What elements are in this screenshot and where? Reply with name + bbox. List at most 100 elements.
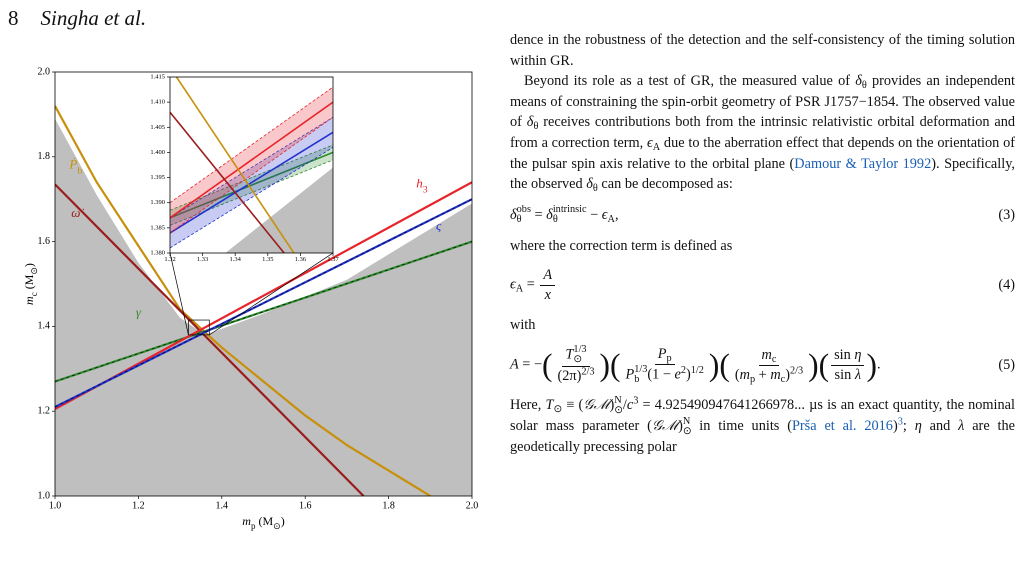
x-tick-label: 1.32: [164, 256, 175, 263]
equation-number: (3): [998, 206, 1015, 223]
math-symbol: T: [565, 346, 574, 363]
fraction: Pp P 1/3 b (1 − e2)1/2: [623, 345, 707, 385]
math-symbol: P: [657, 346, 667, 363]
math-symbol: 2/3: [581, 366, 595, 378]
plot-layer: [55, 105, 472, 496]
paragraph: where the correction term is defined as: [510, 236, 1015, 257]
series-label: Ṗb: [68, 156, 82, 176]
paragraph: dence in the robustness of the detection…: [510, 30, 1015, 71]
x-tick-label: 1.6: [299, 500, 312, 511]
math-symbol: m: [761, 347, 772, 364]
band-edge: [170, 116, 333, 219]
band-edge: [170, 116, 333, 234]
label-part: m: [242, 514, 251, 528]
superscript: intrinsic: [552, 204, 587, 216]
text-run: ): [785, 366, 790, 383]
text-run: Here,: [510, 397, 546, 414]
label-part: b: [77, 165, 82, 176]
numerator: sin η: [831, 346, 865, 366]
text-run: /: [622, 397, 627, 414]
subscript: ⊙: [614, 405, 623, 416]
equation: A = −(T 1/3 ⊙ (2π)2/3)(Pp P 1/3 b (1 − e2)1/2)(…: [510, 344, 1015, 385]
text-run: receives contributions both from the int…: [510, 114, 1016, 151]
y-axis-label: mc (M⊙): [22, 263, 39, 305]
text-run: where the correction term is defined as: [510, 237, 733, 254]
math-symbol: A: [510, 356, 519, 373]
superscript: N: [682, 415, 691, 427]
x-tick-label: 1.34: [230, 256, 242, 263]
numerator: Pp: [654, 345, 675, 365]
label-part: h: [416, 175, 423, 190]
equation-number: (4): [998, 277, 1015, 294]
axes-frame: [169, 76, 334, 254]
text-run: sin: [834, 347, 855, 364]
y-tick-label: 1.400: [150, 149, 165, 156]
constraint-line: [55, 183, 365, 496]
math-symbol: δ: [586, 176, 593, 193]
text-run: = 4.925490947641266978... µs is an exact…: [510, 397, 1015, 435]
numerator: A: [540, 266, 556, 286]
text-run: =: [530, 206, 547, 223]
math-symbol: 𝒢ℳ: [583, 397, 610, 414]
citation-link[interactable]: 3: [897, 416, 903, 428]
math-symbol: c: [780, 373, 786, 385]
math-symbol: ⊙: [553, 404, 563, 416]
x-tick-label: 1.33: [197, 256, 208, 263]
citation-link[interactable]: Prša et al. 2016: [791, 418, 893, 435]
text-run: are the geodetically precessing polar: [510, 418, 1015, 456]
text-run: ≡ (: [562, 397, 584, 414]
y-tick-label: 1.2: [38, 405, 51, 416]
math-symbol: m: [770, 366, 781, 383]
band-edge: [170, 144, 333, 211]
math-symbol: ϵ: [601, 206, 608, 223]
math-symbol: δ: [526, 114, 534, 131]
x-tick-label: 1.36: [295, 256, 307, 263]
constraint-line: [55, 105, 431, 496]
math-symbol: 1/2: [690, 364, 704, 376]
equation: δ obs θ = δ intrinsic θ − ϵA, (3): [510, 204, 1015, 226]
label-part: ⊙: [29, 267, 39, 275]
text-run: can be decomposed as:: [597, 176, 733, 193]
label-part: (M: [22, 274, 36, 292]
y-tick-label: 1.410: [150, 99, 165, 106]
x-axis-label: mp (M⊙): [242, 514, 284, 531]
citation-link[interactable]: Damour & Taylor 1992: [794, 155, 932, 172]
parenthesis: ): [599, 347, 611, 383]
math-symbol: e: [674, 366, 681, 383]
axes-frame: [54, 71, 473, 497]
text-run: .: [876, 356, 881, 373]
equation-number: (5): [998, 356, 1015, 373]
text-run: due to the aberration effect that depend…: [510, 134, 1015, 172]
math-symbol: A: [607, 213, 615, 225]
y-tick-label: 1.385: [150, 224, 165, 231]
superscript: N: [614, 394, 622, 406]
y-tick-label: 1.6: [38, 236, 51, 247]
zoom-connector: [169, 252, 189, 335]
math-symbol: p: [749, 373, 756, 385]
band-edge: [170, 86, 333, 204]
label-part: ς: [436, 218, 442, 233]
sup-sub: N ⊙: [682, 415, 692, 438]
parenthesis: (: [610, 347, 621, 383]
label-part: ): [281, 514, 285, 528]
text-run: =: [523, 276, 539, 293]
text-run: in time units (: [691, 418, 792, 435]
text-run: and: [921, 418, 959, 435]
math-symbol: A: [543, 267, 553, 284]
fraction: mc (mp + mc)2/3: [732, 346, 806, 384]
math-symbol: p: [666, 353, 672, 365]
y-tick-label: 1.405: [150, 124, 165, 131]
denominator: x: [542, 286, 554, 305]
math-symbol: ϵ: [510, 276, 516, 293]
y-tick-label: 1.395: [150, 174, 165, 181]
label-part: p: [251, 521, 256, 531]
constraint-line: [170, 111, 285, 253]
label-part: Ṗ: [68, 156, 77, 171]
x-tick-label: 1.35: [262, 256, 273, 263]
x-tick-label: 1.2: [132, 500, 145, 511]
superscript: 1/3: [634, 363, 648, 375]
math-symbol: 𝒢ℳ: [651, 418, 679, 435]
x-tick-label: 1.0: [49, 500, 62, 511]
subscript: ⊙: [573, 354, 583, 366]
